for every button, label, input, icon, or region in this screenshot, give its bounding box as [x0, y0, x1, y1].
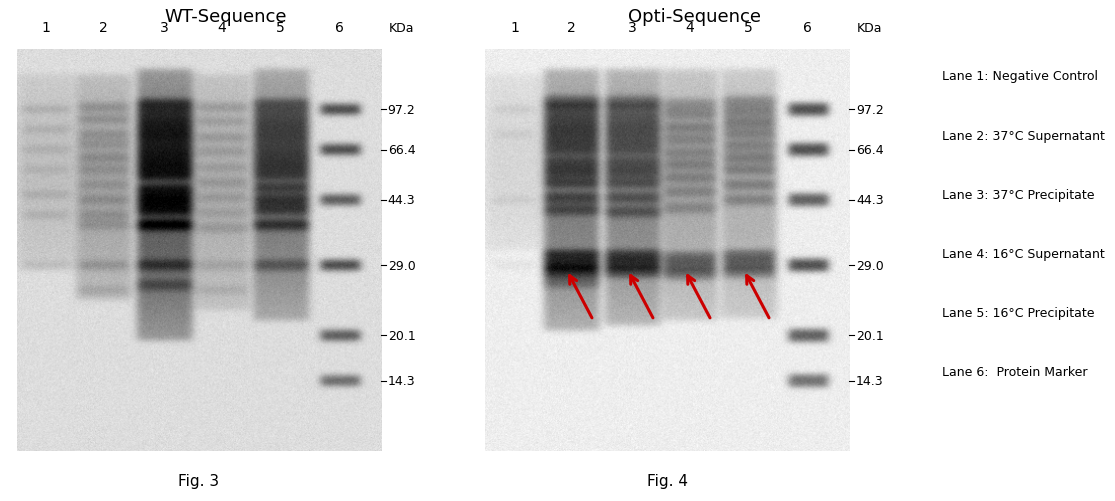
Text: 2: 2 [568, 21, 576, 35]
Text: 1: 1 [41, 21, 50, 35]
Text: KDa: KDa [857, 22, 882, 35]
Text: 5: 5 [277, 21, 284, 35]
Text: Lane 1: Negative Control: Lane 1: Negative Control [942, 70, 1098, 83]
Text: 3: 3 [628, 21, 637, 35]
Text: KDa: KDa [389, 22, 414, 35]
Text: 97.2: 97.2 [388, 104, 416, 117]
Text: 4: 4 [217, 21, 225, 35]
Text: Fig. 4: Fig. 4 [647, 473, 688, 488]
Text: Lane 6:  Protein Marker: Lane 6: Protein Marker [942, 366, 1087, 379]
Text: Fig. 3: Fig. 3 [178, 473, 220, 488]
Text: Lane 2: 37°C Supernatant: Lane 2: 37°C Supernatant [942, 129, 1105, 142]
Title: Opti-Sequence: Opti-Sequence [628, 9, 760, 27]
Text: 5: 5 [745, 21, 753, 35]
Text: 6: 6 [803, 21, 812, 35]
Text: 6: 6 [334, 21, 343, 35]
Text: 2: 2 [99, 21, 108, 35]
Text: Lane 3: 37°C Precipitate: Lane 3: 37°C Precipitate [942, 188, 1095, 201]
Text: Lane 4: 16°C Supernatant: Lane 4: 16°C Supernatant [942, 247, 1105, 261]
Text: 20.1: 20.1 [856, 329, 884, 342]
Text: 44.3: 44.3 [856, 194, 883, 207]
Text: 4: 4 [686, 21, 694, 35]
Title: WT-Sequence: WT-Sequence [165, 9, 287, 27]
Text: 66.4: 66.4 [388, 144, 415, 157]
Text: 1: 1 [510, 21, 518, 35]
Text: Lane 5: 16°C Precipitate: Lane 5: 16°C Precipitate [942, 307, 1095, 320]
Text: 97.2: 97.2 [856, 104, 884, 117]
Text: 14.3: 14.3 [856, 374, 883, 387]
Text: 29.0: 29.0 [388, 259, 416, 272]
Text: 20.1: 20.1 [388, 329, 416, 342]
Text: 66.4: 66.4 [856, 144, 883, 157]
Text: 3: 3 [159, 21, 168, 35]
Text: 14.3: 14.3 [388, 374, 415, 387]
Text: 29.0: 29.0 [856, 259, 884, 272]
Text: 44.3: 44.3 [388, 194, 415, 207]
